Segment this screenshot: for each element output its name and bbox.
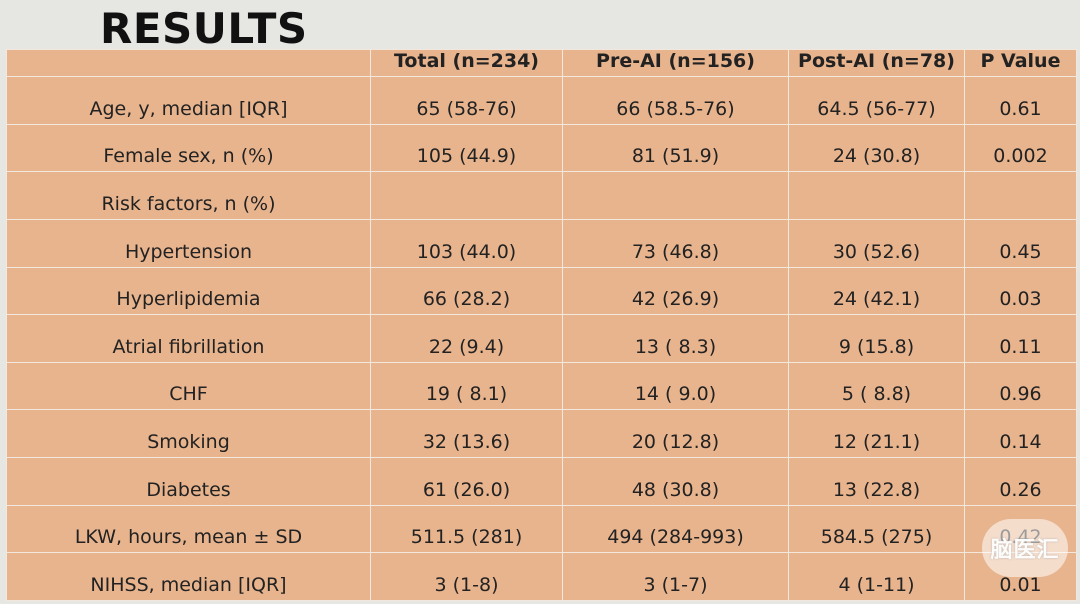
cell-p-value: 0.45 [964,218,1077,268]
cell-post-ai: 5 ( 8.8) [788,361,965,411]
cell-post-ai: 584.5 (275) [788,504,965,554]
header-cell-total: Total (n=234) [370,49,563,77]
cell-pre-ai [562,171,789,220]
table-row: Diabetes 61 (26.0) 48 (30.8) 13 (22.8) 0… [6,457,1077,506]
cell-post-ai: 64.5 (56-77) [788,76,965,125]
cell-total: 65 (58-76) [370,76,563,125]
cell-p-value: 0.61 [964,76,1077,125]
table-row: Female sex, n (%) 105 (44.9) 81 (51.9) 2… [6,123,1077,173]
results-table: Total (n=234) Pre-AI (n=156) Post-AI (n=… [6,49,1077,601]
cell-p-value: 0.002 [964,123,1077,173]
cell-post-ai: 12 (21.1) [788,409,965,458]
table-header-row: Total (n=234) Pre-AI (n=156) Post-AI (n=… [6,49,1077,77]
row-label: Hypertension [6,218,371,268]
cell-total: 105 (44.9) [370,123,563,173]
cell-total: 3 (1-8) [370,552,563,601]
cell-p-value: 0.26 [964,457,1077,506]
table-row: LKW, hours, mean ± SD 511.5 (281) 494 (2… [6,504,1077,554]
watermark-logo: 脑医汇 [982,519,1068,577]
cell-total [370,171,563,220]
cell-pre-ai: 20 (12.8) [562,409,789,458]
cell-p-value: 0.14 [964,409,1077,458]
header-cell-post-ai: Post-AI (n=78) [788,49,965,77]
cell-pre-ai: 14 ( 9.0) [562,361,789,411]
cell-total: 19 ( 8.1) [370,361,563,411]
cell-post-ai: 4 (1-11) [788,552,965,601]
table-row: Atrial fibrillation 22 (9.4) 13 ( 8.3) 9… [6,314,1077,363]
cell-pre-ai: 48 (30.8) [562,457,789,506]
table-row: Risk factors, n (%) [6,171,1077,220]
row-label: Atrial fibrillation [6,314,371,363]
cell-pre-ai: 73 (46.8) [562,218,789,268]
table-row: Age, y, median [IQR] 65 (58-76) 66 (58.5… [6,76,1077,125]
table-row: NIHSS, median [IQR] 3 (1-8) 3 (1-7) 4 (1… [6,552,1077,601]
cell-total: 511.5 (281) [370,504,563,554]
table-row: Smoking 32 (13.6) 20 (12.8) 12 (21.1) 0.… [6,409,1077,458]
table-row: Hyperlipidemia 66 (28.2) 42 (26.9) 24 (4… [6,266,1077,316]
cell-pre-ai: 494 (284-993) [562,504,789,554]
cell-post-ai: 24 (42.1) [788,266,965,316]
cell-pre-ai: 66 (58.5-76) [562,76,789,125]
cell-total: 22 (9.4) [370,314,563,363]
row-label: Risk factors, n (%) [6,171,371,220]
cell-post-ai: 24 (30.8) [788,123,965,173]
cell-total: 32 (13.6) [370,409,563,458]
cell-total: 66 (28.2) [370,266,563,316]
cell-pre-ai: 42 (26.9) [562,266,789,316]
page-title: RESULTS [100,4,308,53]
cell-post-ai: 9 (15.8) [788,314,965,363]
row-label: Hyperlipidemia [6,266,371,316]
header-cell-label [6,49,371,77]
row-label: Diabetes [6,457,371,506]
cell-post-ai [788,171,965,220]
cell-total: 103 (44.0) [370,218,563,268]
cell-p-value: 0.11 [964,314,1077,363]
cell-p-value [964,171,1077,220]
cell-p-value: 0.03 [964,266,1077,316]
table-row: Hypertension 103 (44.0) 73 (46.8) 30 (52… [6,218,1077,268]
row-label: Smoking [6,409,371,458]
header-cell-pre-ai: Pre-AI (n=156) [562,49,789,77]
cell-post-ai: 30 (52.6) [788,218,965,268]
table-row: CHF 19 ( 8.1) 14 ( 9.0) 5 ( 8.8) 0.96 [6,361,1077,411]
cell-p-value: 0.96 [964,361,1077,411]
cell-pre-ai: 81 (51.9) [562,123,789,173]
row-label: Age, y, median [IQR] [6,76,371,125]
row-label: Female sex, n (%) [6,123,371,173]
header-cell-p-value: P Value [964,49,1077,77]
row-label: CHF [6,361,371,411]
cell-post-ai: 13 (22.8) [788,457,965,506]
row-label: LKW, hours, mean ± SD [6,504,371,554]
row-label: NIHSS, median [IQR] [6,552,371,601]
cell-total: 61 (26.0) [370,457,563,506]
cell-pre-ai: 3 (1-7) [562,552,789,601]
cell-pre-ai: 13 ( 8.3) [562,314,789,363]
